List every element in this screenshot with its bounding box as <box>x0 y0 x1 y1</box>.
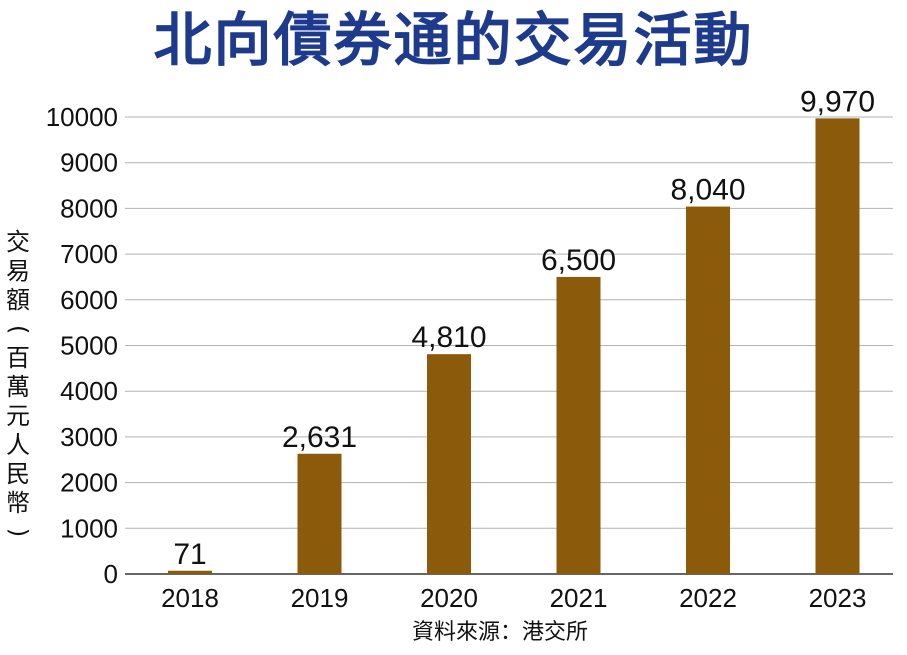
y-axis-label-char: 交 <box>6 228 30 256</box>
bar-2021 <box>556 276 601 574</box>
y-axis-label-char: 民 <box>6 460 30 488</box>
x-tick-label: 2020 <box>420 583 478 613</box>
y-tick-label: 5000 <box>60 331 118 361</box>
bar-2020 <box>427 354 471 574</box>
y-axis-label-char: 百 <box>6 344 30 372</box>
x-tick-label: 2019 <box>291 583 349 613</box>
data-label-2023: 9,970 <box>800 85 875 118</box>
y-axis-label-char: 幣 <box>6 489 30 517</box>
bar-2018 <box>168 570 212 574</box>
data-label-2021: 6,500 <box>541 244 616 277</box>
bar-2022 <box>686 206 730 574</box>
y-tick-label: 0 <box>104 559 118 589</box>
y-tick-label: 2000 <box>60 468 118 498</box>
y-axis-label-char: 額 <box>6 286 30 314</box>
bar-2019 <box>297 453 342 574</box>
y-tick-label: 4000 <box>60 376 118 406</box>
data-label-2022: 8,040 <box>670 174 745 207</box>
y-tick-label: 1000 <box>60 513 118 543</box>
y-tick-label: 9000 <box>60 148 118 178</box>
x-tick-label: 2023 <box>809 583 867 613</box>
data-label-2018: 71 <box>173 538 206 571</box>
y-axis-label-char: 人 <box>6 431 30 459</box>
y-tick-label: 8000 <box>60 193 118 223</box>
y-axis-label-char: 萬 <box>6 373 30 401</box>
y-tick-label: 6000 <box>60 285 118 315</box>
gridlines <box>125 116 893 575</box>
data-label-2019: 2,631 <box>282 421 357 454</box>
y-tick-label: 7000 <box>60 239 118 269</box>
y-tick-labels: 0 1000 2000 3000 4000 5000 6000 7000 8000 9000 100… <box>46 102 118 589</box>
y-axis-label-char: 元 <box>6 402 30 430</box>
y-tick-label: 3000 <box>60 422 118 452</box>
data-label-2020: 4,810 <box>411 321 486 354</box>
bar-2023 <box>815 118 860 574</box>
y-axis-label-char: 易 <box>6 257 30 285</box>
data-labels: 71 2,631 4,810 6,500 8,040 9,970 <box>173 85 875 570</box>
x-tick-labels: 2018 2019 2020 2021 2022 2023 <box>161 583 866 613</box>
bars <box>168 118 860 574</box>
y-tick-label: 10000 <box>46 102 118 132</box>
source-note: 資料來源：港交所 <box>411 620 588 645</box>
x-tick-label: 2022 <box>679 583 737 613</box>
x-tick-label: 2018 <box>161 583 219 613</box>
y-axis-label: 交易額(百萬元人民幣) <box>4 228 33 547</box>
chart-title: 北向債券通的交易活動 <box>153 6 754 74</box>
x-tick-label: 2021 <box>550 583 608 613</box>
